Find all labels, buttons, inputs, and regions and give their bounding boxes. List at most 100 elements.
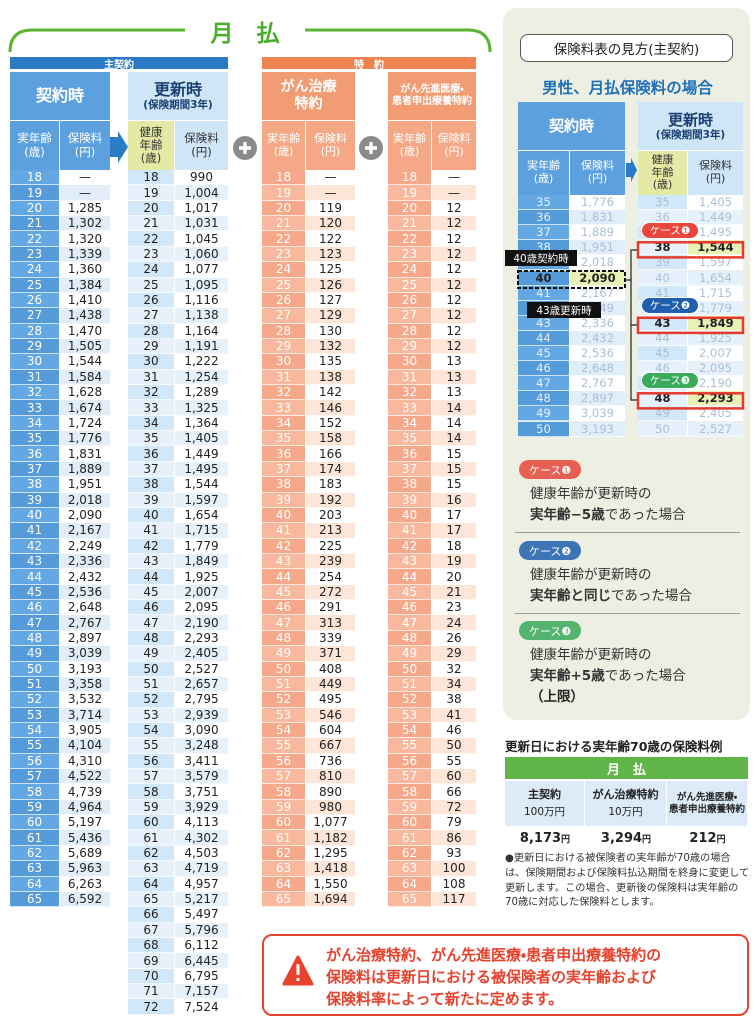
table-cell: 15	[432, 446, 476, 462]
table-cell: 13	[432, 354, 476, 370]
renewal-label: 43歳更新時	[527, 302, 601, 318]
table-cell: 37	[10, 461, 60, 478]
table-cell: 24	[432, 615, 476, 631]
table-cell: 2,657	[175, 676, 228, 693]
table-cell: 22	[388, 231, 432, 247]
table-cell: 26	[432, 630, 476, 647]
table-cell: 40	[128, 507, 175, 524]
header-text: がん先進医療・	[400, 84, 464, 95]
table-cell: 990	[175, 170, 228, 186]
table-cell: 93	[432, 845, 476, 862]
warning-text: 保険料率によって新たに定めます。	[326, 990, 564, 1008]
table-cell: 41	[128, 523, 175, 539]
table-cell: 20	[388, 200, 432, 217]
table-cell: 86	[432, 830, 476, 846]
example-amount: 100万円	[523, 806, 566, 819]
table-cell: 1,674	[60, 400, 110, 416]
table-cell: 3,532	[60, 692, 110, 708]
table-cell: 50	[262, 661, 306, 677]
table-cell: 2,167	[60, 523, 110, 539]
table-cell: 203	[306, 507, 355, 524]
table-cell: 46	[432, 722, 476, 739]
table-cell: 48	[518, 391, 570, 407]
table-cell: 667	[306, 738, 355, 754]
table-cell: 49	[262, 646, 306, 662]
table-cell: 55	[388, 738, 432, 754]
table-cell: 70	[128, 968, 175, 985]
table-cell: 36	[388, 446, 432, 462]
table-cell: 57	[128, 769, 175, 785]
table-cell: 46	[518, 361, 570, 377]
table-cell: 1,116	[175, 292, 228, 309]
table-cell: 39	[638, 255, 688, 271]
table-cell: 55	[262, 738, 306, 754]
table-cell: 55	[128, 738, 175, 754]
table-cell: 16	[432, 492, 476, 508]
table-cell: 37	[128, 461, 175, 478]
table-cell: 2,648	[570, 361, 625, 377]
table-cell: 1,449	[175, 446, 228, 462]
table-cell: 13	[432, 369, 476, 386]
table-cell: 42	[262, 538, 306, 554]
table-cell: 21	[128, 216, 175, 232]
table-cell: 4,113	[175, 815, 228, 831]
table-cell: 4,739	[60, 784, 110, 800]
table-cell: 43	[262, 554, 306, 570]
column-header: 保険料 (円)	[60, 120, 110, 170]
table-cell: 1,724	[60, 415, 110, 432]
table-cell: 30	[10, 354, 60, 370]
table-cell: 28	[10, 323, 60, 339]
table-cell: 1,222	[175, 354, 228, 370]
table-cell: 48	[128, 630, 175, 647]
premium: 3,294	[600, 830, 643, 846]
header-text: 更新時	[153, 80, 202, 100]
table-cell: 371	[306, 646, 355, 662]
table-cell: 19	[128, 185, 175, 201]
table-cell: 71	[128, 984, 175, 1000]
table-cell: 3,411	[175, 753, 228, 770]
table-cell: 100	[432, 861, 476, 877]
table-cell: 2,190	[688, 376, 743, 392]
table-cell: 29	[10, 338, 60, 355]
header-text: がん治療	[280, 79, 337, 96]
table-cell: 35	[638, 195, 688, 211]
table-cell: 36	[128, 446, 175, 462]
table-cell: 38	[10, 477, 60, 493]
table-cell: 41	[432, 707, 476, 723]
table-cell: 6,795	[175, 968, 228, 985]
table-cell: 339	[306, 630, 355, 647]
table-cell: 1,628	[60, 385, 110, 401]
table-cell: 22	[262, 231, 306, 247]
table-cell: 2,018	[60, 492, 110, 508]
table-cell: 810	[306, 769, 355, 785]
table-cell: 2,939	[175, 707, 228, 723]
table-cell: —	[60, 170, 110, 186]
table-cell: 56	[388, 753, 432, 770]
table-cell: 34	[10, 415, 60, 432]
table-cell: 68	[128, 938, 175, 954]
table-cell: 19	[432, 554, 476, 570]
case-badge: ケース❸	[519, 621, 581, 640]
table-cell: 24	[128, 262, 175, 278]
table-cell: 50	[128, 661, 175, 677]
table-cell: 56	[128, 753, 175, 770]
table-cell: 1,889	[570, 225, 625, 241]
table-cell: 65	[128, 891, 175, 908]
table-cell: 4,302	[175, 830, 228, 846]
table-cell: 48	[638, 391, 688, 407]
table-cell: 69	[128, 953, 175, 969]
table-cell: 2,897	[60, 630, 110, 647]
table-cell: 3,714	[60, 707, 110, 723]
table-cell: 1,017	[175, 200, 228, 217]
table-cell: 1,254	[175, 369, 228, 386]
table-cell: 64	[262, 876, 306, 892]
table-cell: —	[306, 185, 355, 201]
table-cell: 63	[388, 861, 432, 877]
table-cell: 2,293	[175, 630, 228, 647]
table-cell: 50	[432, 738, 476, 754]
header-text: (保険期間3年)	[655, 128, 726, 141]
table-cell: 1,584	[60, 369, 110, 386]
table-cell: 64	[10, 876, 60, 892]
table-cell: 1,505	[60, 338, 110, 355]
table-cell: 33	[128, 400, 175, 416]
